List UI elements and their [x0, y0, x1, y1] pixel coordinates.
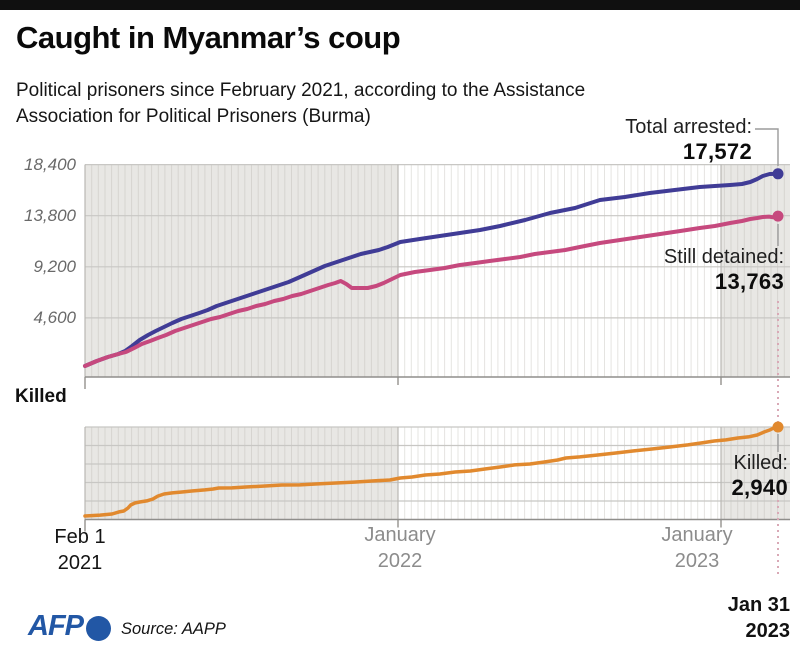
total-arrested-label: Total arrested: — [625, 116, 752, 138]
chart-subtitle: Political prisoners since February 2021,… — [16, 78, 585, 130]
subtitle-line-1: Political prisoners since February 2021,… — [16, 80, 586, 101]
x-label-start-year: 2021 — [57, 552, 103, 574]
x-label-jan-2022: January 2022 — [345, 522, 455, 574]
still-detained-value: 13,763 — [714, 269, 784, 294]
y-tick-label: 18,400 — [24, 154, 76, 174]
afp-logo-dot-icon — [86, 615, 111, 641]
killed-section-title: Killed — [15, 386, 67, 407]
x-label-start: Feb 1 2021 — [25, 524, 135, 576]
killed-annotation: Killed: 2,940 — [731, 452, 788, 501]
y-tick-label: 4,600 — [33, 307, 76, 327]
killed-value: 2,940 — [731, 475, 788, 500]
total-arrested-annotation: Total arrested: 17,572 — [625, 116, 752, 165]
still-detained-label: Still detained: — [663, 246, 784, 268]
page-title: Caught in Myanmar’s coup — [16, 20, 401, 55]
x-label-final-date: Jan 31 — [727, 594, 790, 616]
still-detained-annotation: Still detained: 13,763 — [664, 246, 784, 295]
y-tick-label: 9,200 — [33, 256, 76, 276]
x-label-jan2022-year: 2022 — [377, 550, 423, 572]
source-credit: Source: AAPP — [121, 620, 226, 638]
top-black-bar — [0, 0, 800, 10]
x-label-jan-2023: January 2023 — [642, 522, 752, 574]
total-arrested-value: 17,572 — [682, 139, 752, 164]
x-label-final-year: 2023 — [745, 620, 791, 642]
x-label-final: Jan 31 2023 — [680, 592, 790, 644]
x-label-jan2023-year: 2023 — [674, 550, 720, 572]
x-label-jan2022-month: January — [364, 524, 436, 546]
y-tick-label: 13,800 — [24, 205, 76, 225]
afp-logo: AFP — [28, 610, 111, 643]
afp-logo-text: AFP — [28, 610, 84, 642]
x-label-jan2023-month: January — [661, 524, 733, 546]
subtitle-line-2: Association for Political Prisoners (Bur… — [16, 106, 371, 127]
x-label-start-month: Feb 1 — [54, 526, 106, 548]
killed-label: Killed: — [733, 452, 788, 474]
